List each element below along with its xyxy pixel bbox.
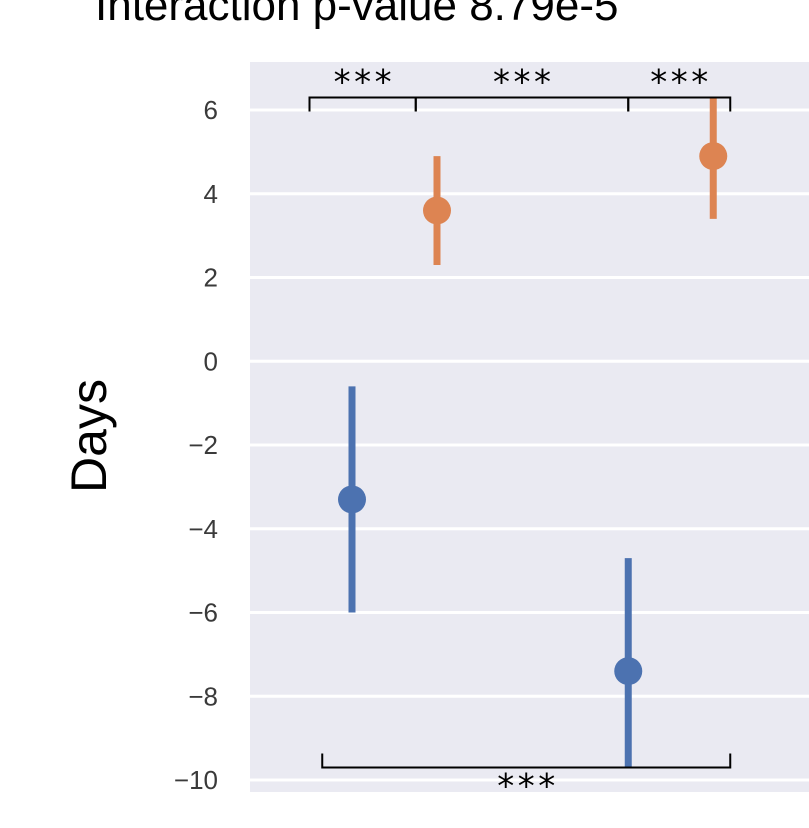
significance-bracket — [321, 753, 732, 769]
y-tick-label: −10 — [174, 765, 218, 795]
data-point — [423, 196, 451, 225]
y-tick-label: −4 — [188, 514, 218, 544]
significance-bracket — [627, 96, 732, 112]
y-tick-label: −2 — [188, 430, 218, 460]
data-point — [338, 485, 366, 514]
y-tick-label: 2 — [204, 263, 218, 293]
y-tick-label: −6 — [188, 598, 218, 628]
chart-title: Interaction p-value 8.79e-5 — [95, 0, 618, 30]
plot-background — [250, 62, 809, 792]
significance-label: *** — [491, 62, 552, 102]
y-tick-label: −8 — [188, 681, 218, 711]
y-tick-label: 0 — [204, 346, 218, 376]
y-axis-label: Days — [61, 379, 117, 493]
y-tick-label: 6 — [204, 95, 218, 125]
data-point — [699, 142, 728, 171]
significance-label: *** — [649, 62, 710, 102]
significance-label: *** — [496, 766, 557, 806]
significance-label: *** — [332, 62, 393, 102]
y-tick-label: 4 — [204, 179, 218, 209]
data-point — [614, 657, 643, 686]
plot-area: 6 4 2 0 −2 −4 −6 −8 −10 *** *** *** *** — [174, 62, 809, 806]
